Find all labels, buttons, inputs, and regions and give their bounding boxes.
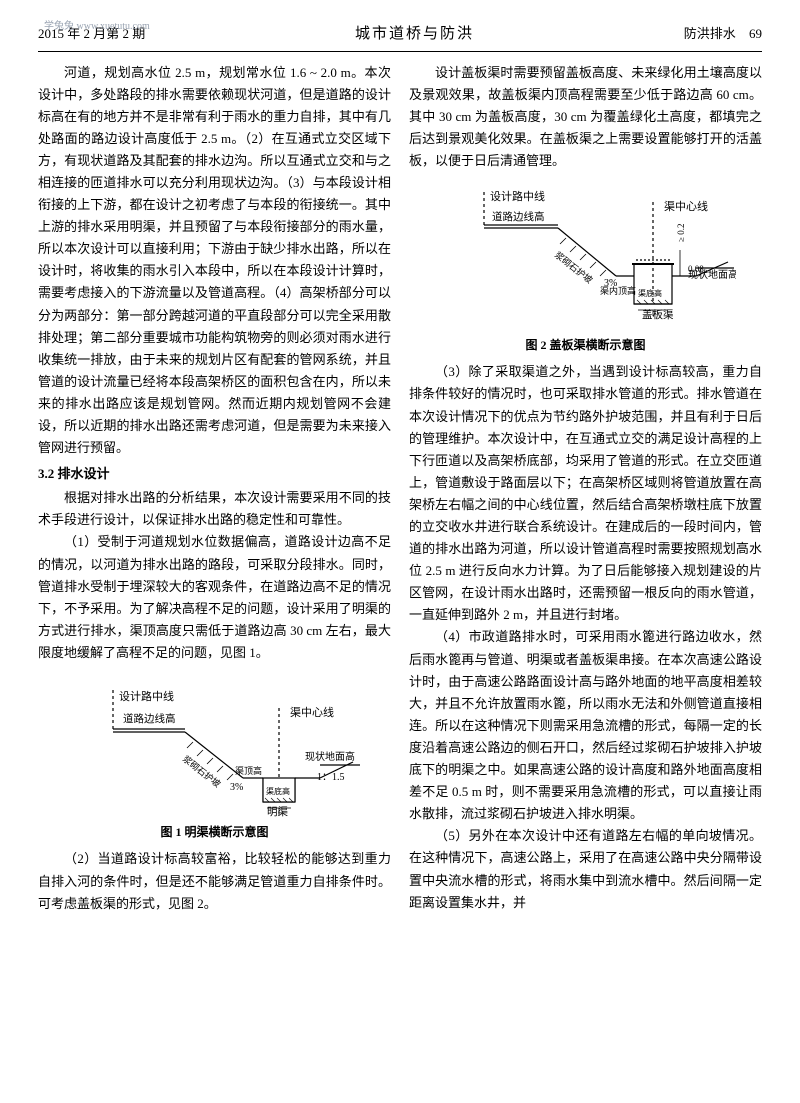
header-journal-title: 城市道桥与防洪 [355, 22, 474, 48]
two-column-body: 河道，规划高水位 2.5 m，规划常水位 1.6 ~ 2.0 m。本次设计中，多… [38, 62, 762, 915]
figure-2: 设计路中线 道路边线高 渠中心线 现状地面高 浆砌石护坡 3% 盖板渠 渠内顶高… [409, 178, 762, 355]
fig1-label-ground: 现状地面高 [305, 750, 355, 763]
fig2-label-drain-center: 渠中心线 [664, 199, 708, 213]
body-paragraph: 河道，规划高水位 2.5 m，规划常水位 1.6 ~ 2.0 m。本次设计中，多… [38, 62, 391, 460]
figure-1-svg: 设计路中线 道路边线高 渠中心线 现状地面高 浆砌石护坡 3% 1：1.5 明渠… [65, 670, 365, 820]
watermark: 学兔兔 www.xuetutu.com [44, 18, 150, 35]
fig2-label-edge: 道路边线高 [492, 210, 545, 223]
figure-1-caption: 图 1 明渠横断示意图 [38, 822, 391, 842]
right-column: 设计盖板渠时需要预留盖板高度、未来绿化用土壤高度以及景观效果，故盖板渠内顶高程需… [409, 62, 762, 915]
fig1-label-edge: 道路边线高 [123, 712, 176, 725]
body-paragraph: （1）受制于河道规划水位数据偏高，道路设计边高不足的情况，以河道为排水出路的路段… [38, 531, 391, 664]
fig1-label-drain-center: 渠中心线 [290, 705, 334, 719]
fig2-label-bottom: 渠底高 [638, 288, 662, 298]
fig1-label-top: 渠顶高 [235, 765, 262, 776]
fig2-label-clearance: ≥ 0.2 [676, 224, 686, 242]
figure-2-svg: 设计路中线 道路边线高 渠中心线 现状地面高 浆砌石护坡 3% 盖板渠 渠内顶高… [436, 178, 736, 333]
fig1-label-ratio: 1：1.5 [317, 772, 345, 783]
fig2-label-top: 渠内顶高 [600, 285, 636, 296]
left-column: 河道，规划高水位 2.5 m，规划常水位 1.6 ~ 2.0 m。本次设计中，多… [38, 62, 391, 915]
body-paragraph: （5）另外在本次设计中还有道路左右幅的单向坡情况。在这种情况下，高速公路上，采用… [409, 825, 762, 913]
header-section: 防洪排水 69 [684, 23, 762, 45]
fig2-label-centerline: 设计路中线 [490, 189, 545, 203]
fig1-label-slope-ratio: 3% [230, 782, 243, 793]
body-paragraph: 设计盖板渠时需要预留盖板高度、未来绿化用土壤高度以及景观效果，故盖板渠内顶高程需… [409, 62, 762, 172]
fig1-label-slope-note: 浆砌石护坡 [180, 753, 222, 789]
header-page-number: 69 [749, 26, 762, 41]
fig2-label-depth: 0.08 [688, 264, 704, 274]
fig1-label-bottom: 渠底高 [266, 786, 290, 796]
fig2-label-slope-note: 浆砌石护坡 [552, 249, 594, 285]
body-paragraph: 根据对排水出路的分析结果，本次设计需要采用不同的技术手段进行设计，以保证排水出路… [38, 487, 391, 531]
figure-2-caption: 图 2 盖板渠横断示意图 [409, 335, 762, 355]
figure-1: 设计路中线 道路边线高 渠中心线 现状地面高 浆砌石护坡 3% 1：1.5 明渠… [38, 670, 391, 842]
fig1-label-centerline: 设计路中线 [119, 689, 174, 703]
body-paragraph: （2）当道路设计标高较富裕，比较轻松的能够达到重力自排入河的条件时，但是还不能够… [38, 848, 391, 914]
header-section-name: 防洪排水 [684, 26, 736, 41]
section-heading-3-2: 3.2 排水设计 [38, 463, 391, 485]
body-paragraph: （4）市政道路排水时，可采用雨水篦进行路边收水，然后雨水篦再与管道、明渠或者盖板… [409, 626, 762, 825]
body-paragraph: （3）除了采取渠道之外，当遇到设计标高较高，重力自排条件较好的情况时，也可采取排… [409, 361, 762, 626]
